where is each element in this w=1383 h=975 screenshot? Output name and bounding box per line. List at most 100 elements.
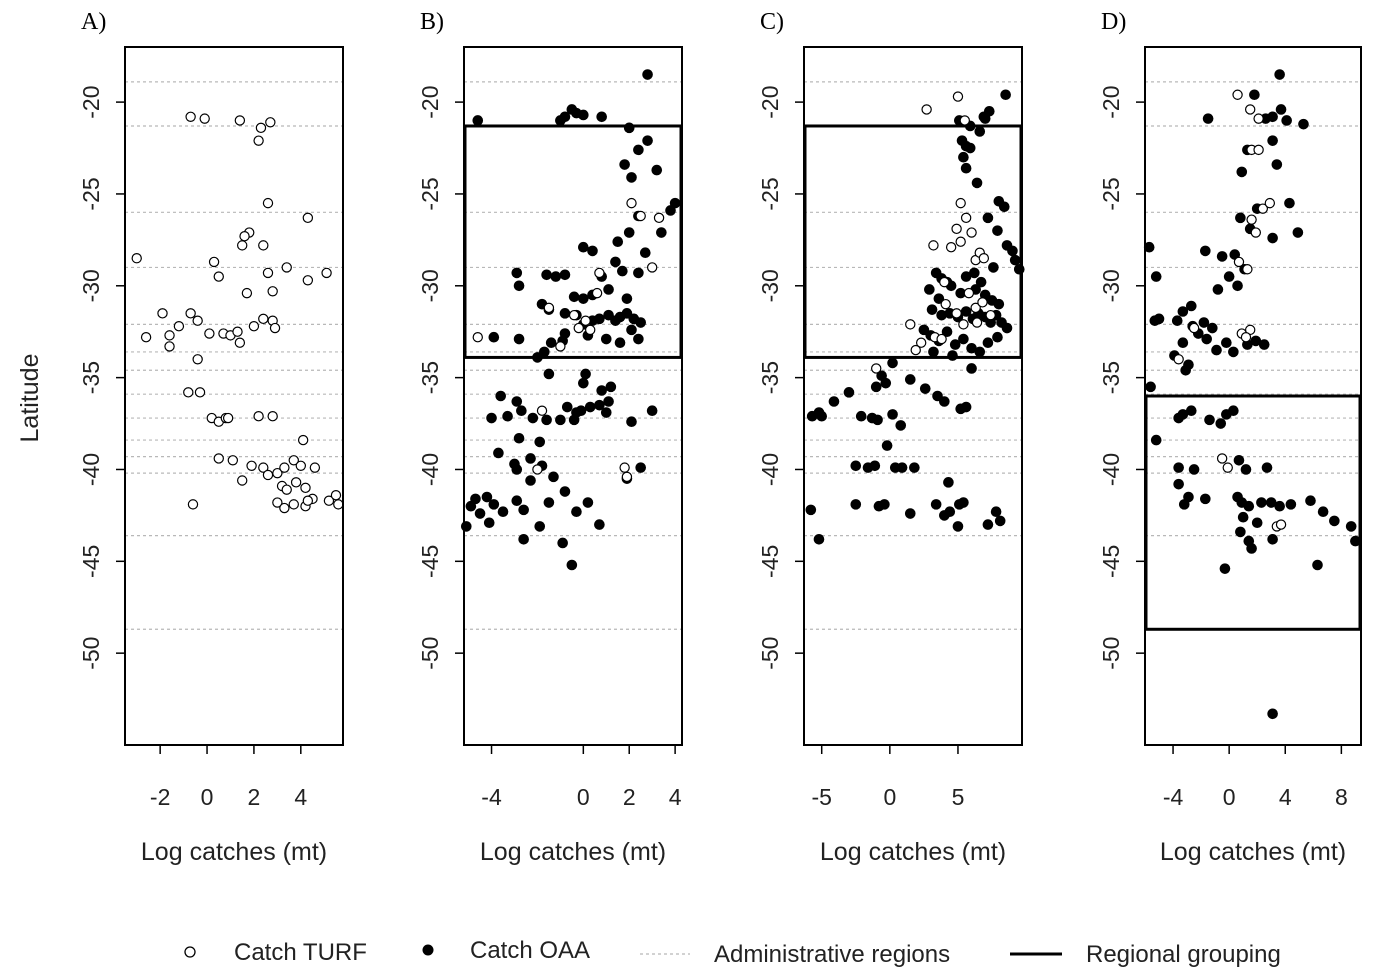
point-turf bbox=[288, 455, 299, 466]
point-oaa bbox=[806, 410, 818, 422]
point-oaa bbox=[1200, 493, 1211, 505]
point-turf bbox=[621, 471, 633, 483]
y-tick-label: -35 bbox=[1098, 361, 1124, 394]
point-oaa bbox=[518, 533, 529, 545]
point-turf bbox=[1257, 203, 1269, 214]
point-oaa bbox=[612, 236, 624, 248]
point-oaa bbox=[1143, 241, 1155, 253]
point-turf bbox=[915, 337, 927, 348]
point-oaa bbox=[488, 499, 500, 510]
point-turf bbox=[1188, 322, 1200, 334]
y-tick-label: -20 bbox=[1098, 85, 1124, 118]
point-oaa bbox=[998, 201, 1010, 213]
point-turf bbox=[1240, 332, 1252, 343]
point-oaa bbox=[939, 396, 950, 407]
y-tick-label: -30 bbox=[1098, 269, 1124, 302]
point-oaa bbox=[543, 368, 555, 380]
point-oaa bbox=[1232, 280, 1243, 292]
y-tick-label: -25 bbox=[78, 177, 104, 210]
point-oaa bbox=[1145, 381, 1156, 393]
point-turf bbox=[288, 499, 299, 510]
point-turf bbox=[290, 477, 302, 488]
point-oaa bbox=[944, 506, 956, 518]
point-oaa bbox=[557, 537, 568, 549]
point-oaa bbox=[990, 506, 1002, 518]
point-turf bbox=[905, 319, 916, 330]
point-oaa bbox=[578, 377, 589, 389]
point-oaa bbox=[1188, 464, 1200, 475]
x-tick-label: 4 bbox=[669, 784, 682, 810]
point-turf bbox=[1253, 144, 1264, 156]
plot-frame bbox=[463, 46, 683, 746]
x-tick-label: 4 bbox=[1279, 784, 1292, 810]
point-oaa bbox=[994, 515, 1006, 527]
point-oaa bbox=[936, 309, 947, 321]
point-oaa bbox=[949, 339, 961, 350]
point-oaa bbox=[879, 499, 890, 510]
x-tick-label: 4 bbox=[294, 784, 307, 810]
point-turf bbox=[262, 197, 274, 209]
point-oaa bbox=[887, 409, 898, 420]
point-oaa bbox=[1173, 462, 1184, 473]
point-oaa bbox=[1228, 405, 1239, 416]
point-oaa bbox=[460, 521, 472, 532]
point-turf bbox=[1250, 227, 1262, 238]
point-oaa bbox=[1281, 115, 1292, 126]
point-turf bbox=[258, 313, 269, 325]
point-oaa bbox=[1249, 89, 1260, 101]
point-oaa bbox=[559, 269, 571, 281]
point-oaa bbox=[969, 267, 980, 279]
point-oaa bbox=[600, 407, 612, 418]
point-oaa bbox=[924, 284, 935, 295]
point-oaa bbox=[633, 267, 644, 279]
point-oaa bbox=[481, 491, 493, 503]
point-turf bbox=[928, 240, 939, 251]
point-turf bbox=[978, 253, 990, 264]
y-tick-label: -35 bbox=[757, 361, 783, 394]
point-oaa bbox=[975, 276, 987, 288]
point-oaa bbox=[958, 497, 969, 508]
point-oaa bbox=[605, 381, 617, 393]
point-oaa bbox=[1219, 563, 1231, 574]
point-oaa bbox=[1216, 251, 1228, 262]
point-turf bbox=[302, 275, 314, 286]
point-oaa bbox=[610, 256, 621, 268]
y-tick-label: -25 bbox=[417, 177, 443, 210]
point-oaa bbox=[974, 126, 986, 137]
point-turf bbox=[253, 411, 264, 422]
point-turf bbox=[213, 453, 224, 464]
point-turf bbox=[237, 240, 248, 251]
point-oaa bbox=[1198, 317, 1210, 328]
point-oaa bbox=[561, 401, 573, 413]
point-turf bbox=[258, 462, 269, 473]
point-oaa bbox=[985, 317, 996, 328]
x-tick-label: -2 bbox=[150, 784, 170, 810]
x-tick-label: 0 bbox=[883, 784, 896, 810]
point-oaa bbox=[621, 293, 633, 304]
point-turf bbox=[164, 330, 175, 341]
point-turf bbox=[939, 276, 950, 288]
point-turf bbox=[940, 298, 951, 310]
panel-letter: B) bbox=[420, 9, 444, 35]
point-turf bbox=[532, 464, 543, 475]
point-oaa bbox=[955, 287, 966, 299]
point-oaa bbox=[971, 177, 983, 189]
point-oaa bbox=[1177, 306, 1189, 317]
point-oaa bbox=[495, 390, 507, 402]
y-tick-label: -35 bbox=[417, 361, 443, 394]
point-turf bbox=[960, 212, 972, 224]
point-oaa bbox=[1000, 89, 1011, 101]
point-oaa bbox=[568, 414, 580, 426]
point-turf bbox=[594, 267, 605, 279]
point-oaa bbox=[1243, 500, 1255, 512]
point-oaa bbox=[828, 396, 840, 407]
point-oaa bbox=[603, 396, 614, 407]
point-turf bbox=[267, 411, 278, 422]
point-oaa bbox=[1180, 364, 1191, 376]
point-oaa bbox=[614, 337, 626, 349]
y-tick-label: -50 bbox=[1098, 637, 1124, 670]
point-oaa bbox=[600, 333, 612, 345]
y-tick-label: -20 bbox=[417, 85, 443, 118]
point-turf bbox=[272, 497, 283, 508]
